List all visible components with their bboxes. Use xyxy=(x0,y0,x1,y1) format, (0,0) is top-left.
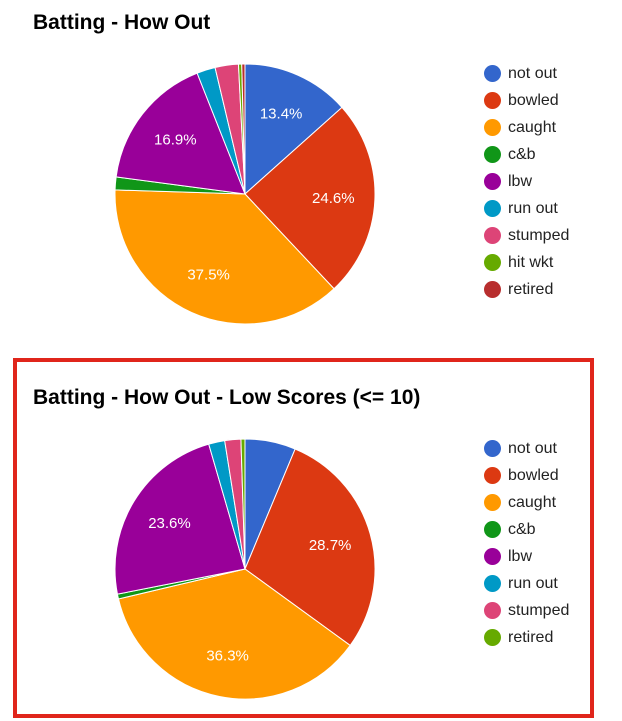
legend: not out bowled caught c&b lbw run out stumped h… xyxy=(484,60,569,303)
legend-label: bowled xyxy=(508,91,559,109)
legend-item-bowled: bowled xyxy=(484,87,569,114)
legend-item-bowled: bowled xyxy=(484,462,569,489)
legend-swatch xyxy=(484,440,501,457)
legend-label: lbw xyxy=(508,547,533,565)
legend-label: c&b xyxy=(508,520,536,538)
legend-label: lbw xyxy=(508,172,533,190)
legend-swatch xyxy=(484,227,501,244)
legend-label: caught xyxy=(508,118,557,136)
slice-label-bowled: 24.6% xyxy=(312,190,355,207)
legend-label: c&b xyxy=(508,145,536,163)
legend-label: hit wkt xyxy=(508,253,554,271)
legend-item-stumped: stumped xyxy=(484,222,569,249)
legend-label: caught xyxy=(508,493,557,511)
slice-label-lbw: 23.6% xyxy=(148,515,191,532)
slice-label-caught: 37.5% xyxy=(187,267,230,284)
pie-slice-bowled xyxy=(244,106,376,290)
legend-label: stumped xyxy=(508,226,570,244)
pie-slice-lbw xyxy=(115,72,246,195)
pie-chart-how-out: 13.4% 24.6% 37.5% 16.9% xyxy=(114,63,376,325)
legend-label: bowled xyxy=(508,466,559,484)
chart-title: Batting - How Out - Low Scores (<= 10) xyxy=(33,386,421,409)
legend-item-run-out: run out xyxy=(484,195,569,222)
legend-swatch xyxy=(484,602,501,619)
legend-swatch xyxy=(484,254,501,271)
legend-label: retired xyxy=(508,628,554,646)
legend-item-not-out: not out xyxy=(484,60,569,87)
legend-label: run out xyxy=(508,199,558,217)
legend-swatch xyxy=(484,281,501,298)
highlight-frame xyxy=(13,358,594,718)
legend-swatch xyxy=(484,629,501,646)
legend-swatch xyxy=(484,173,501,190)
legend-item-lbw: lbw xyxy=(484,168,569,195)
legend-label: run out xyxy=(508,574,558,592)
legend-label: not out xyxy=(508,439,557,457)
legend-label: not out xyxy=(508,64,557,82)
legend-swatch xyxy=(484,200,501,217)
legend-label: retired xyxy=(508,280,554,298)
legend-swatch xyxy=(484,548,501,565)
slice-label-bowled: 28.7% xyxy=(309,537,352,554)
legend-item-lbw: lbw xyxy=(484,543,569,570)
legend-swatch xyxy=(484,467,501,484)
pie-slice-bowled xyxy=(244,448,376,647)
legend-item-caught: caught xyxy=(484,114,569,141)
chart-title: Batting - How Out xyxy=(33,11,211,34)
pie-slice-caught xyxy=(114,189,335,325)
legend-label: stumped xyxy=(508,601,570,619)
pie-slice-retired xyxy=(241,63,246,195)
legend: not out bowled caught c&b lbw run out stumped r… xyxy=(484,435,569,651)
slice-label-lbw: 16.9% xyxy=(154,132,197,149)
legend-item-retired: retired xyxy=(484,624,569,651)
legend-item-hit-wkt: hit wkt xyxy=(484,249,569,276)
pie-slice-not-out xyxy=(244,63,343,196)
legend-swatch xyxy=(484,65,501,82)
legend-item-candb: c&b xyxy=(484,516,569,543)
pie-slice-lbw xyxy=(114,443,246,595)
slice-label-not-out: 13.4% xyxy=(260,105,303,122)
legend-swatch xyxy=(484,494,501,511)
legend-swatch xyxy=(484,92,501,109)
pie-slice-caught xyxy=(117,568,351,700)
legend-swatch xyxy=(484,119,501,136)
legend-item-caught: caught xyxy=(484,489,569,516)
legend-swatch xyxy=(484,575,501,592)
legend-item-not-out: not out xyxy=(484,435,569,462)
legend-item-run-out: run out xyxy=(484,570,569,597)
legend-swatch xyxy=(484,521,501,538)
pie-slice-retired xyxy=(240,438,246,570)
legend-swatch xyxy=(484,146,501,163)
slice-label-caught: 36.3% xyxy=(206,648,249,665)
legend-item-candb: c&b xyxy=(484,141,569,168)
legend-item-retired: retired xyxy=(484,276,569,303)
legend-item-stumped: stumped xyxy=(484,597,569,624)
